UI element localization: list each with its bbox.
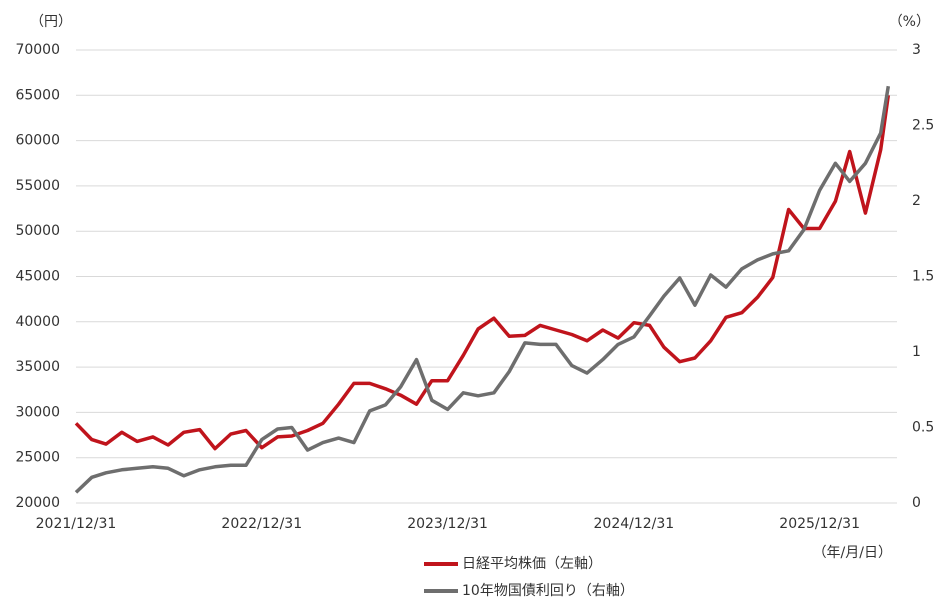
y-tick-label: 20000 bbox=[15, 495, 60, 511]
y-tick-label: 55000 bbox=[15, 178, 60, 194]
y2-axis-label: （%） bbox=[889, 14, 930, 30]
x-tick-label: 2023/12/31 bbox=[407, 516, 488, 532]
y-tick-label: 30000 bbox=[15, 404, 60, 420]
y2-tick-label: 3 bbox=[912, 42, 921, 58]
y-tick-label: 70000 bbox=[15, 42, 60, 58]
series-line bbox=[74, 85, 891, 494]
y-tick-label: 40000 bbox=[15, 314, 60, 330]
series-line bbox=[74, 95, 891, 451]
y2-tick-label: 2.5 bbox=[912, 118, 934, 134]
y2-tick-label: 0.5 bbox=[912, 420, 934, 436]
x-axis-label: （年/月/日） bbox=[813, 545, 892, 561]
y2-tick-label: 1.5 bbox=[912, 269, 934, 285]
y-tick-label: 60000 bbox=[15, 133, 60, 149]
y-tick-label: 45000 bbox=[15, 269, 60, 285]
y-tick-label: 35000 bbox=[15, 359, 60, 375]
legend-label: 日経平均株価（左軸） bbox=[462, 556, 602, 572]
y-tick-label: 50000 bbox=[15, 223, 60, 239]
y2-tick-label: 0 bbox=[912, 495, 921, 511]
x-tick-label: 2021/12/31 bbox=[36, 516, 117, 532]
x-tick-label: 2024/12/31 bbox=[594, 516, 675, 532]
x-tick-label: 2022/12/31 bbox=[221, 516, 302, 532]
x-tick-label: 2025/12/31 bbox=[779, 516, 860, 532]
y2-tick-label: 1 bbox=[912, 344, 921, 360]
y-tick-label: 25000 bbox=[15, 450, 60, 466]
y-axis-label: （円） bbox=[30, 14, 72, 30]
y-tick-label: 65000 bbox=[15, 87, 60, 103]
legend-label: 10年物国債利回り（右軸） bbox=[462, 583, 634, 599]
y2-tick-label: 2 bbox=[912, 193, 921, 209]
